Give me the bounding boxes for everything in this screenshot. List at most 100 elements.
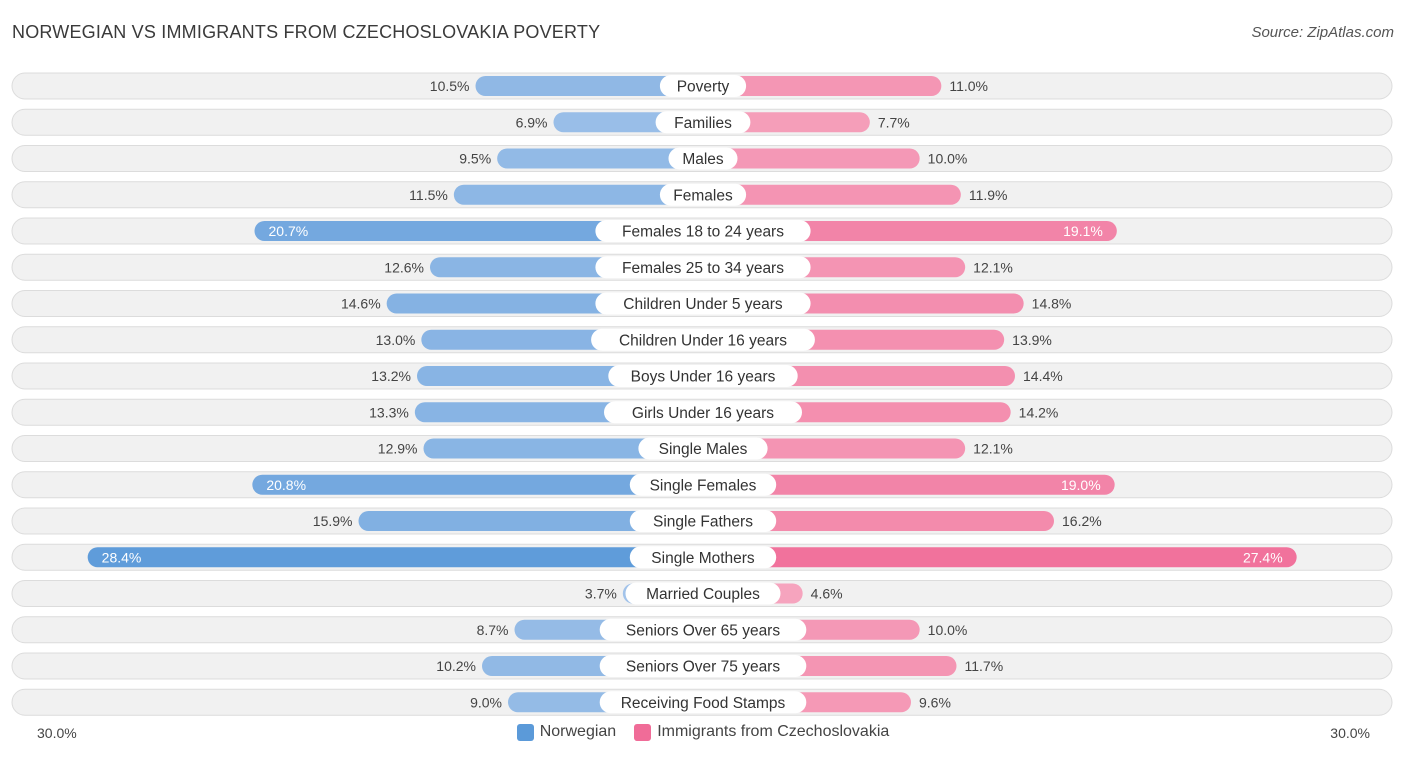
chart-row: 20.7% 19.1% Females 18 to 24 years xyxy=(11,217,1393,245)
value-label-czechoslovakia: 12.1% xyxy=(973,441,1013,457)
category-label-bg xyxy=(659,75,747,97)
bar-norwegian xyxy=(497,148,703,169)
category-label-bg xyxy=(595,220,811,242)
category-label-bg xyxy=(591,328,815,351)
value-label-norwegian: 20.8% xyxy=(266,477,306,493)
chart-row: 12.9% 12.1% Single Males xyxy=(11,435,1393,462)
value-label-czechoslovakia: 19.0% xyxy=(1061,477,1101,493)
category-label-bg xyxy=(599,618,807,641)
bar-norwegian xyxy=(475,76,703,96)
category-label: Married Couples xyxy=(646,586,760,603)
category-label-bg xyxy=(629,473,777,496)
chart-row: 10.5% 11.0% Poverty xyxy=(11,72,1393,100)
bar-czechoslovakia xyxy=(703,148,920,169)
value-label-norwegian: 13.0% xyxy=(376,332,416,348)
value-label-norwegian: 14.6% xyxy=(341,296,381,312)
value-label-czechoslovakia: 10.0% xyxy=(928,151,968,167)
category-label: Seniors Over 65 years xyxy=(626,622,780,639)
category-label-bg xyxy=(595,256,811,279)
value-label-norwegian: 12.9% xyxy=(378,441,418,457)
value-label-czechoslovakia: 27.4% xyxy=(1243,549,1283,565)
legend-swatch-czechoslovakia xyxy=(634,723,652,741)
chart-row: 14.6% 14.8% Children Under 5 years xyxy=(11,290,1393,317)
legend-label-czechoslovakia: Immigrants from Czechoslovakia xyxy=(657,723,890,740)
category-label: Females xyxy=(673,187,733,204)
bar-czechoslovakia xyxy=(703,184,961,205)
category-label: Receiving Food Stamps xyxy=(621,695,786,712)
category-label: Females 18 to 24 years xyxy=(622,224,784,241)
value-label-czechoslovakia: 11.0% xyxy=(949,78,988,94)
legend-swatch-norwegian xyxy=(516,723,534,741)
value-label-czechoslovakia: 19.1% xyxy=(1063,223,1103,239)
value-label-czechoslovakia: 14.8% xyxy=(1032,296,1072,312)
category-label: Families xyxy=(674,115,732,132)
category-label-bg xyxy=(625,582,781,605)
chart-row: 11.5% 11.9% Females xyxy=(11,181,1393,209)
category-label-bg xyxy=(655,111,751,134)
value-label-czechoslovakia: 14.2% xyxy=(1019,404,1059,420)
chart-row: 9.0% 9.6% Receiving Food Stamps xyxy=(11,688,1393,716)
chart-row: 13.0% 13.9% Children Under 16 years xyxy=(11,326,1393,354)
chart-row: 10.2% 11.7% Seniors Over 75 years xyxy=(11,652,1393,680)
value-label-czechoslovakia: 12.1% xyxy=(973,259,1013,275)
value-label-czechoslovakia: 11.9% xyxy=(969,187,1008,203)
value-label-czechoslovakia: 11.7% xyxy=(965,658,1004,674)
category-label-bg xyxy=(629,546,777,569)
category-label-bg xyxy=(608,365,798,387)
value-label-czechoslovakia: 9.6% xyxy=(919,694,951,710)
category-label: Children Under 5 years xyxy=(623,296,783,313)
value-label-norwegian: 10.5% xyxy=(430,78,470,94)
category-label: Females 25 to 34 years xyxy=(622,260,784,277)
chart-row: 15.9% 16.2% Single Fathers xyxy=(11,507,1393,535)
value-label-norwegian: 6.9% xyxy=(516,114,548,130)
category-label-bg xyxy=(604,401,802,424)
chart-row: 20.8% 19.0% Single Females xyxy=(11,471,1393,499)
value-label-norwegian: 8.7% xyxy=(477,622,509,638)
category-label: Poverty xyxy=(677,79,730,96)
value-label-norwegian: 15.9% xyxy=(313,513,353,529)
bar-czechoslovakia xyxy=(703,547,1297,568)
value-label-norwegian: 20.7% xyxy=(269,223,309,239)
value-label-czechoslovakia: 7.7% xyxy=(878,114,910,130)
bar-czechoslovakia xyxy=(703,76,942,96)
chart-title: NORWEGIAN VS IMMIGRANTS FROM CZECHOSLOVA… xyxy=(12,22,601,42)
axis-right-label: 30.0% xyxy=(1330,725,1370,741)
category-label: Single Fathers xyxy=(653,514,753,531)
category-label-bg xyxy=(599,691,807,714)
category-label-bg xyxy=(629,510,777,532)
category-label-bg xyxy=(668,147,738,170)
bar-norwegian xyxy=(254,221,703,241)
chart-row: 3.7% 4.6% Married Couples xyxy=(11,580,1393,607)
value-label-norwegian: 13.2% xyxy=(371,368,411,384)
category-label: Single Mothers xyxy=(651,550,755,567)
chart-svg: 10.5% 11.0% Poverty 6.9% 7.7% Families 9.5% 10.… xyxy=(11,72,1393,716)
value-label-norwegian: 10.2% xyxy=(436,658,476,674)
legend-item-czechoslovakia[interactable]: Immigrants from Czechoslovakia xyxy=(634,723,889,741)
bar-norwegian xyxy=(453,184,703,205)
chart-row: 8.7% 10.0% Seniors Over 65 years xyxy=(11,616,1393,644)
value-label-norwegian: 9.0% xyxy=(470,694,502,710)
value-label-norwegian: 28.4% xyxy=(102,549,142,565)
category-label: Children Under 16 years xyxy=(619,332,787,349)
chart-row: 12.6% 12.1% Females 25 to 34 years xyxy=(11,253,1393,281)
category-label: Single Males xyxy=(659,441,748,458)
value-label-czechoslovakia: 13.9% xyxy=(1012,332,1052,348)
bar-norwegian xyxy=(252,474,704,495)
chart-row: 28.4% 27.4% Single Mothers xyxy=(11,543,1393,571)
category-label-bg xyxy=(659,183,747,206)
bar-czechoslovakia xyxy=(703,511,1054,531)
category-label-bg xyxy=(638,437,768,460)
value-label-norwegian: 13.3% xyxy=(369,404,409,420)
chart-row: 13.2% 14.4% Boys Under 16 years xyxy=(11,362,1393,390)
legend-item-norwegian[interactable]: Norwegian xyxy=(516,723,616,741)
value-label-czechoslovakia: 4.6% xyxy=(811,586,843,602)
value-label-norwegian: 12.6% xyxy=(384,259,424,275)
axis-left-label: 30.0% xyxy=(37,725,77,741)
value-label-norwegian: 9.5% xyxy=(459,151,491,167)
bar-norwegian xyxy=(358,511,703,531)
chart-row: 6.9% 7.7% Families xyxy=(11,108,1393,136)
category-label: Males xyxy=(682,151,724,168)
chart-row: 13.3% 14.2% Girls Under 16 years xyxy=(11,398,1393,426)
value-label-norwegian: 3.7% xyxy=(585,586,617,602)
value-label-norwegian: 11.5% xyxy=(409,187,448,203)
